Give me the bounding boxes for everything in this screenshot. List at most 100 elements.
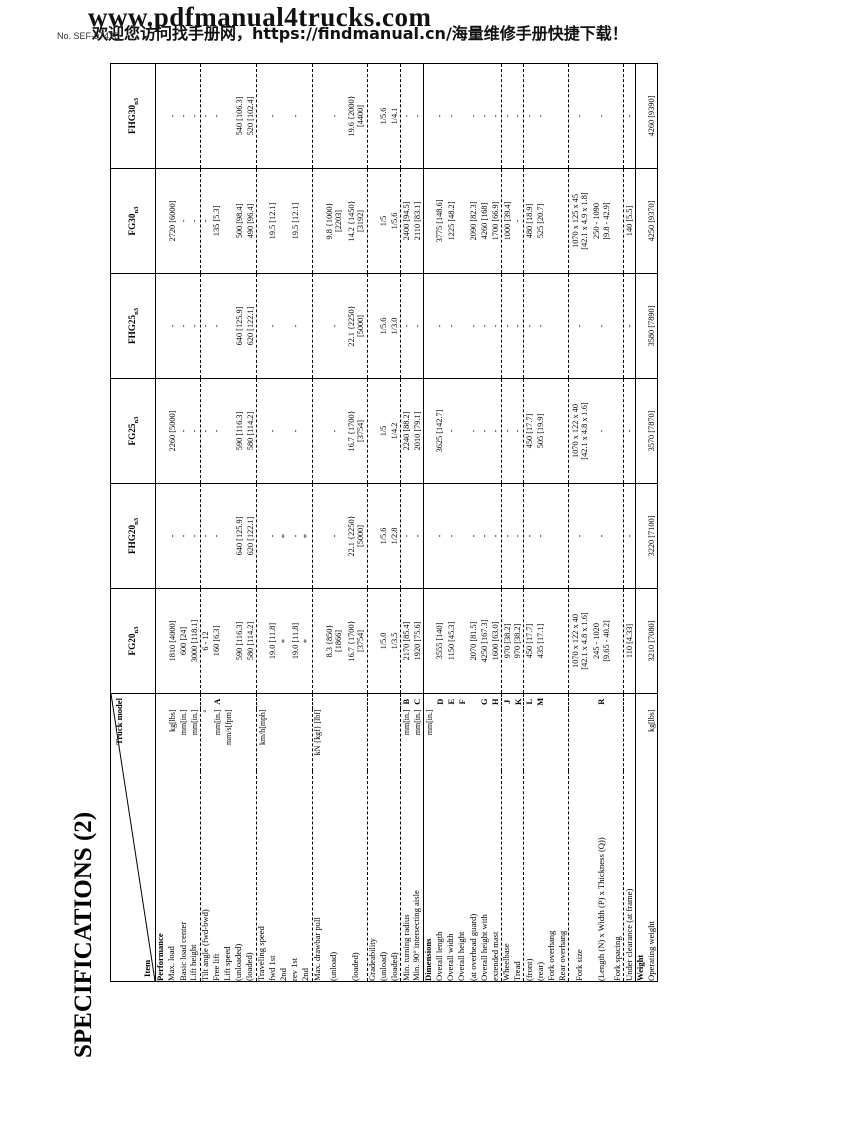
value-cell: - xyxy=(166,483,178,589)
value-cell: - xyxy=(189,273,201,379)
section-spacer-cell xyxy=(155,588,167,694)
row-unit xyxy=(379,710,390,772)
row-symbol xyxy=(558,693,569,709)
row-label-tread: Tread xyxy=(512,771,524,982)
watermark-header: www.pdfmanual4trucks.com 欢迎您访问找手册网，https… xyxy=(0,0,866,58)
row-symbol xyxy=(234,693,245,709)
value-cell: - xyxy=(590,378,613,484)
row-symbol xyxy=(546,693,557,709)
value-cell: - xyxy=(200,483,212,589)
section-spacer-cell xyxy=(635,168,647,274)
model-name: FHG30 xyxy=(126,104,137,135)
model-suffix: n3 xyxy=(132,97,140,105)
row-symbol xyxy=(167,693,178,709)
value-cell: - xyxy=(267,63,279,169)
row-label-rev-1st: rev 1st xyxy=(289,771,301,982)
value-cell xyxy=(256,273,268,379)
value-cell xyxy=(456,273,468,379)
value-cell: - xyxy=(412,483,424,589)
value-cell: 500 [98.4] xyxy=(233,168,245,274)
row-symbol xyxy=(189,693,200,709)
section-spacer-cell xyxy=(423,378,435,484)
table-row: Lift speed mm/s[fpm] xyxy=(222,63,234,982)
row-unit xyxy=(234,710,245,772)
value-cell: 590 [116.3] xyxy=(233,588,245,694)
row-label-fork-size: Fork size xyxy=(568,771,591,982)
value-cell: 540 [106.3] xyxy=(233,63,245,169)
value-cell xyxy=(312,588,324,694)
section-title: Weight xyxy=(635,771,647,982)
row-label-loaded: (loaded) xyxy=(345,771,368,982)
row-unit xyxy=(535,710,546,772)
value-cell: 3210 [7080] xyxy=(646,588,658,694)
value-cell: 4260 [168] xyxy=(479,168,491,274)
value-cell xyxy=(546,63,558,169)
value-cell: - xyxy=(501,483,513,589)
value-cell: 1920 [75.6] xyxy=(412,588,424,694)
value-cell: 245 - 1020 [9.65 - 40.2] xyxy=(590,588,613,694)
row-unit: kg[lbs] xyxy=(167,709,177,732)
section-spacer-cell xyxy=(423,63,435,169)
value-cell xyxy=(278,168,290,274)
section-spacer-cell xyxy=(423,273,435,379)
value-cell: - xyxy=(200,378,212,484)
value-cell: 1/3.5 xyxy=(389,588,401,694)
table-row: Under clearance (at frame) 110 [4.33] - - -1… xyxy=(624,63,636,982)
value-cell: - xyxy=(512,168,524,274)
page-title: SPECIFICATIONS (2) xyxy=(70,811,97,1058)
value-cell: - xyxy=(400,483,413,589)
row-symbol xyxy=(245,693,256,709)
value-cell: 1/5 xyxy=(378,378,390,484)
value-cell: - xyxy=(211,378,223,484)
value-cell: 160 [6.3] xyxy=(211,588,223,694)
value-cell xyxy=(312,483,324,589)
value-cell: 1600 [63.0] xyxy=(490,588,502,694)
value-cell xyxy=(367,378,379,484)
value-cell xyxy=(546,588,558,694)
value-cell: - xyxy=(490,273,502,379)
table-row: Wheelbase J 970 [38.2] - - -1000 [39.4] - xyxy=(501,63,513,982)
header-corner-cell: Truck model Item xyxy=(110,693,156,982)
value-cell xyxy=(300,378,313,484)
row-label-unload: (unload) xyxy=(378,771,390,982)
table-row: Max. drawbar pull kN {kgf} [lbf] xyxy=(312,63,324,982)
value-cell: 16.7 {1700} [3754] xyxy=(345,378,368,484)
row-unit xyxy=(434,710,445,772)
row-label-overall-height-with: Overall height with xyxy=(479,771,491,982)
value-cell: 3220 [7100] xyxy=(646,483,658,589)
value-cell: 19.0 [11.8] xyxy=(289,588,301,694)
row-label-operating-weight: Operating weight xyxy=(646,771,658,982)
value-cell xyxy=(546,273,558,379)
row-label-2nd: 2nd xyxy=(300,771,313,982)
value-cell: - xyxy=(568,63,591,169)
value-cell: 16.7 {1700} [3754] xyxy=(345,588,368,694)
table-row: Basic load center mm[in.] 600 [24] - - - - - xyxy=(178,63,190,982)
value-cell xyxy=(612,483,624,589)
value-cell: - xyxy=(590,273,613,379)
row-unit xyxy=(490,709,502,772)
row-symbol xyxy=(256,693,268,710)
value-cell xyxy=(256,63,268,169)
table-row: Lift height mm[in.] 3000 [118.1] - - - - - xyxy=(188,63,201,982)
section-spacer-cell xyxy=(635,378,647,484)
section-spacer-cell xyxy=(635,273,647,379)
row-symbol: F xyxy=(457,699,467,705)
value-cell: - xyxy=(200,63,212,169)
row-label-rear: (rear) xyxy=(535,771,547,982)
value-cell: 1/3.0 xyxy=(389,273,401,379)
row-unit xyxy=(390,710,401,772)
value-cell: - xyxy=(523,483,536,589)
value-cell: 4250 [9370] xyxy=(646,168,658,274)
value-cell: 1150 [45.3] xyxy=(445,588,457,694)
value-cell: - xyxy=(400,63,413,169)
value-cell: 505 [19.9] xyxy=(535,378,547,484)
value-cell: 620 [122.1] xyxy=(245,483,257,589)
value-cell xyxy=(222,273,234,379)
value-cell xyxy=(312,168,324,274)
value-cell: - xyxy=(523,273,536,379)
row-unit xyxy=(591,710,613,772)
row-symbol: B xyxy=(400,693,413,710)
value-cell xyxy=(612,63,624,169)
row-symbol: D xyxy=(435,698,445,705)
value-cell: * xyxy=(300,588,313,694)
